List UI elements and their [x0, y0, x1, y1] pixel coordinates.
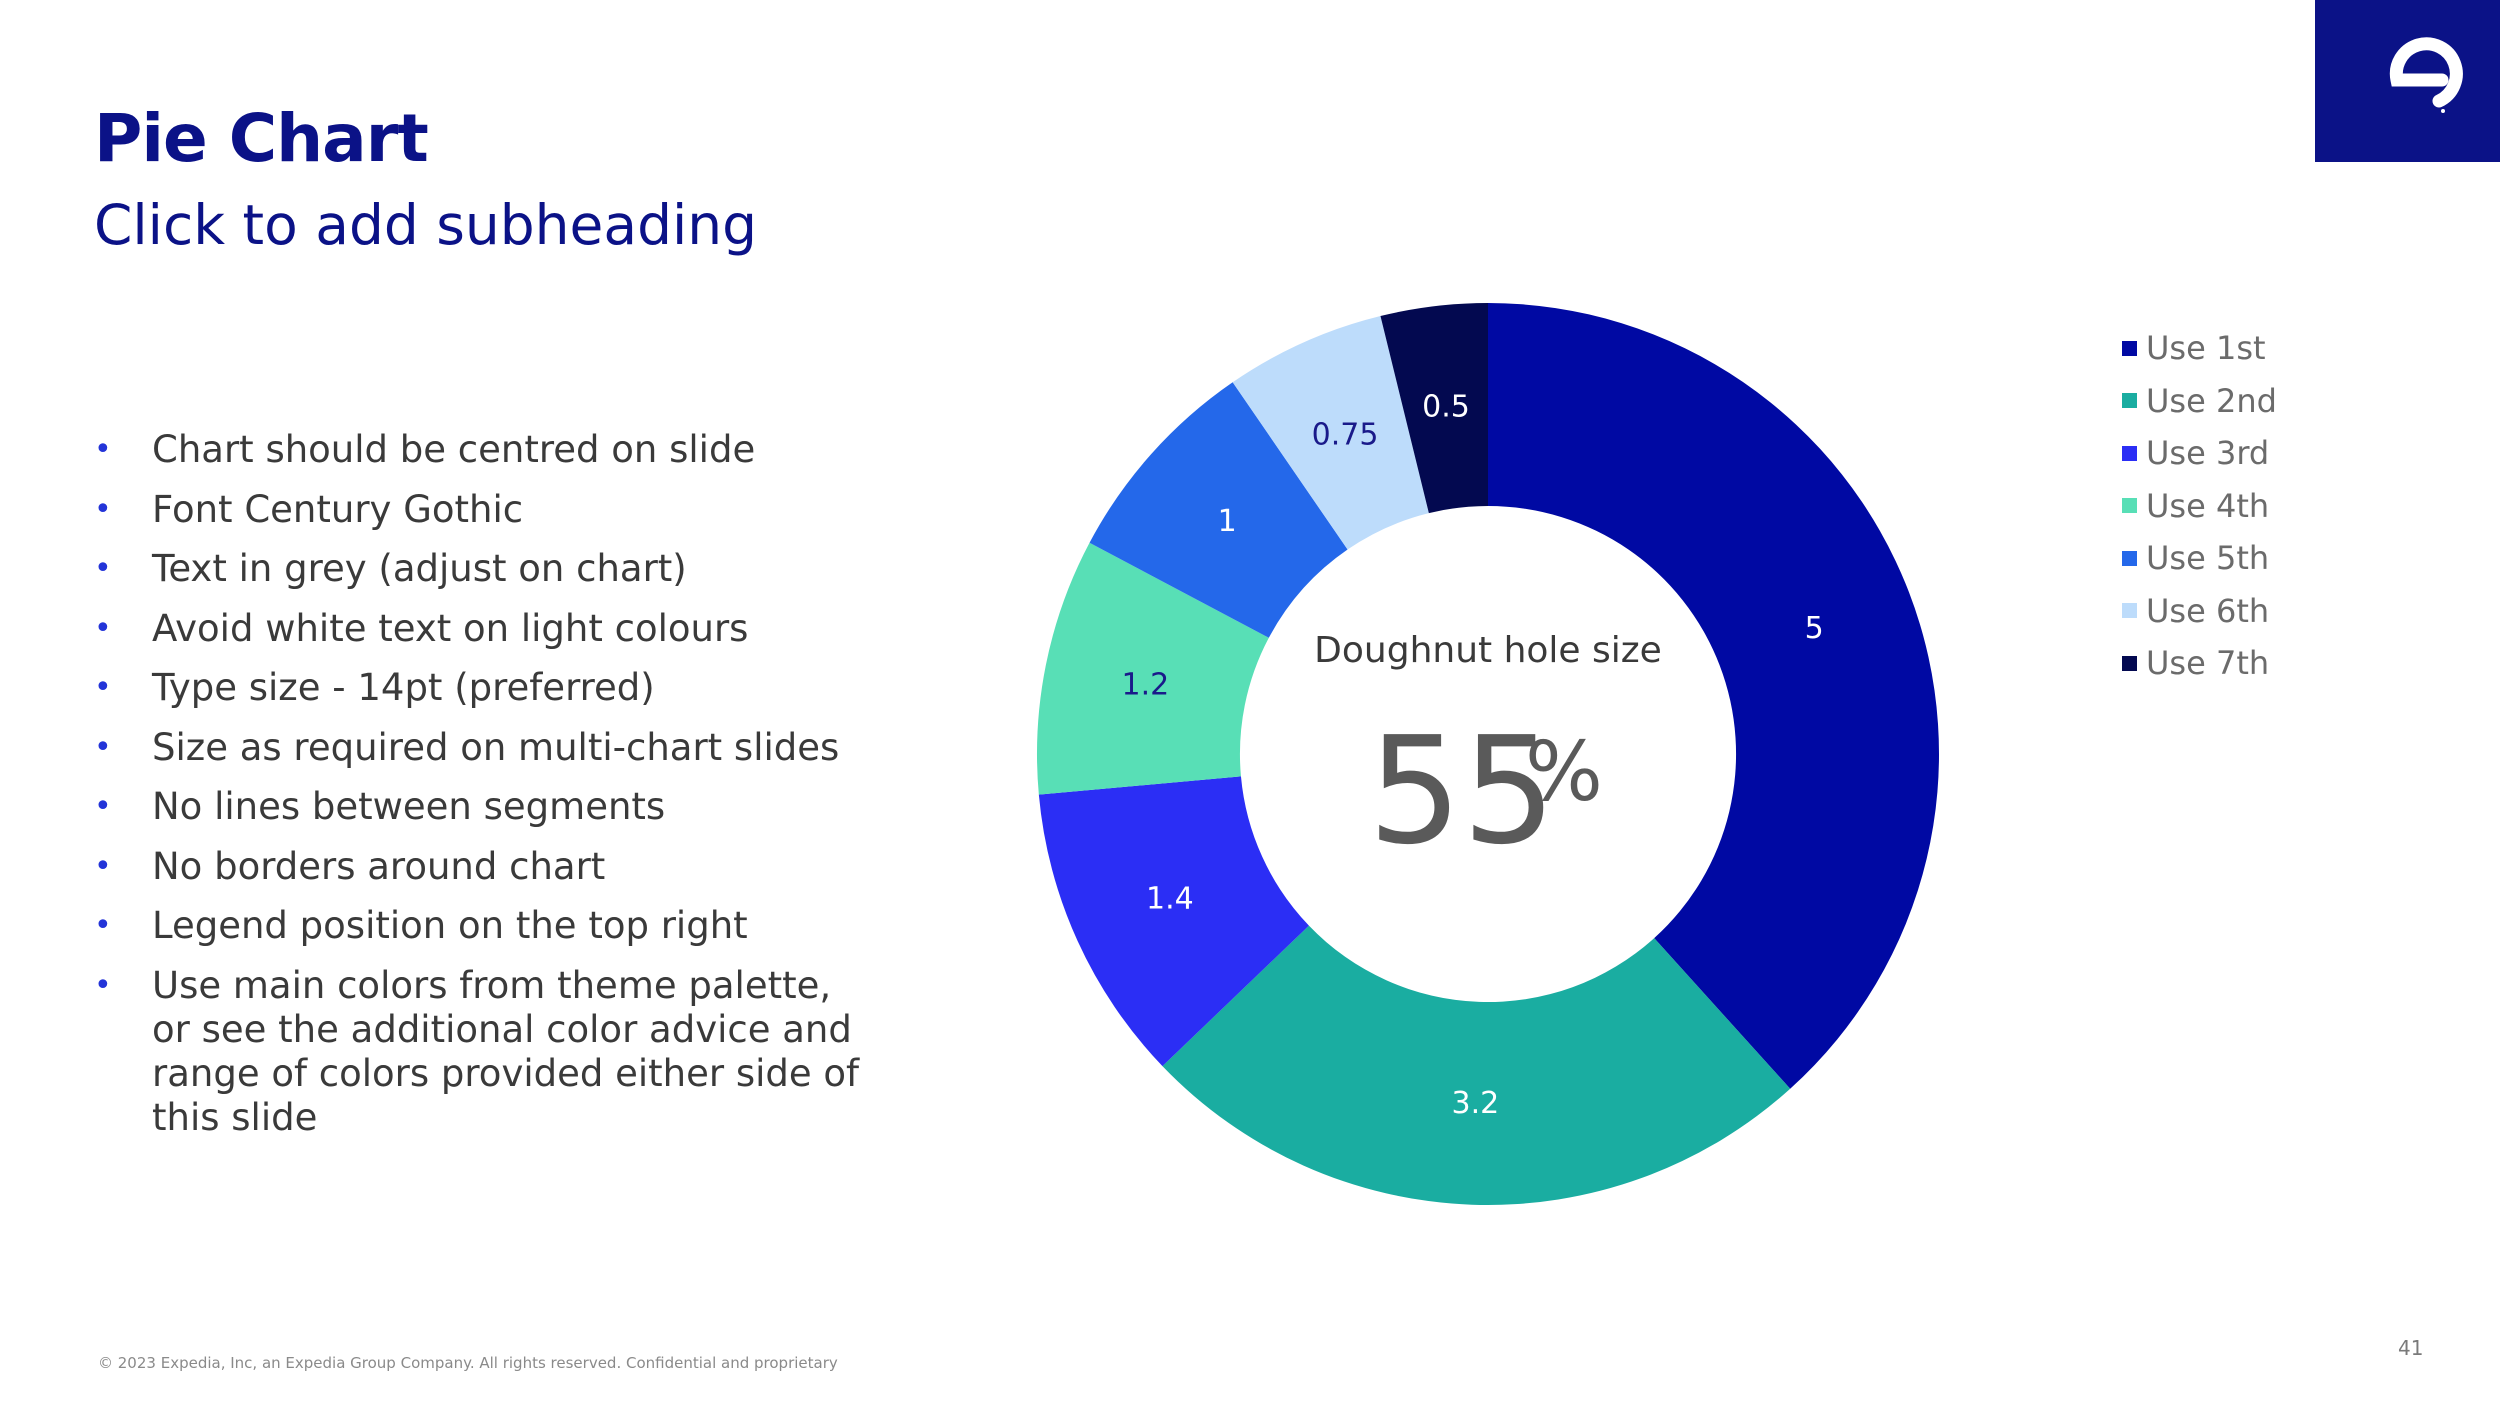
doughnut-segment-7: [1380, 303, 1488, 514]
bullet-text: Text in grey (adjust on chart): [152, 547, 687, 590]
doughnut-segment-3: [1038, 776, 1309, 1067]
bullet-item: • Chart should be centred on slide: [94, 428, 874, 472]
legend-label: Use 3rd: [2146, 434, 2270, 473]
bullet-text: No borders around chart: [152, 844, 606, 888]
data-label-2: 3.2: [1452, 1086, 1500, 1121]
bullet-item: • Legend position on the top right: [94, 904, 874, 948]
legend-label: Use 6th: [2146, 591, 2270, 630]
bullet-item: • Size as required on multi-chart slides: [94, 726, 874, 770]
bullet-text: Legend position on the top right: [152, 904, 748, 947]
doughnut-hole-value: 55: [1368, 705, 1556, 877]
bullet-item: • Avoid white text on light colours: [94, 607, 874, 651]
bullet-dot-icon: •: [94, 491, 112, 527]
data-label-3: 1.4: [1146, 881, 1194, 916]
bullet-text: Type size - 14pt (preferred): [152, 666, 655, 709]
data-label-7: 0.5: [1422, 390, 1470, 425]
data-label-1: 5: [1805, 611, 1824, 646]
legend-swatch: [2122, 445, 2137, 461]
legend-item: Use 2nd: [2122, 375, 2277, 428]
bullet-list: • Chart should be centred on slide • Font C…: [94, 428, 874, 1155]
doughnut-segment-6: [1232, 316, 1429, 550]
page-title: Pie Chart: [94, 100, 429, 177]
page-subheading[interactable]: Click to add subheading: [94, 193, 758, 257]
bullet-dot-icon: •: [94, 848, 112, 884]
bullet-item: • Type size - 14pt (preferred): [94, 666, 874, 710]
bullet-text: Font Century Gothic: [152, 487, 524, 531]
bullet-item: • Use main colors from theme palette, or …: [94, 964, 874, 1140]
legend-label: Use 1st: [2146, 329, 2266, 368]
bullet-item: • No lines between segments: [94, 785, 874, 829]
doughnut-segment-1: [1488, 303, 1939, 1089]
legend-label: Use 4th: [2146, 486, 2270, 525]
expedia-e-icon: [2389, 37, 2463, 113]
bullet-text: Chart should be centred on slide: [152, 428, 756, 471]
bullet-text: Use main colors from theme palette, or s…: [152, 963, 860, 1139]
doughnut-segment-2: [1162, 925, 1791, 1205]
legend-item: Use 1st: [2122, 322, 2277, 375]
bullet-item: • No borders around chart: [94, 845, 874, 889]
data-label-4: 1.2: [1121, 668, 1169, 703]
brand-logo: [2315, 0, 2500, 162]
legend-swatch: [2122, 603, 2137, 619]
legend-label: Use 5th: [2146, 539, 2270, 578]
bullet-dot-icon: •: [94, 670, 112, 705]
bullet-text: No lines between segments: [152, 785, 666, 828]
legend-swatch: [2122, 550, 2137, 566]
legend-label: Use 7th: [2146, 644, 2270, 683]
bullet-item: • Font Century Gothic: [94, 488, 874, 532]
bullet-dot-icon: •: [94, 551, 112, 586]
data-label-6: 0.75: [1312, 418, 1379, 453]
bullet-dot-icon: •: [94, 789, 112, 824]
bullet-item: • Text in grey (adjust on chart): [94, 547, 874, 591]
data-label-5: 1: [1218, 504, 1237, 539]
chart-legend: Use 1st Use 2nd Use 3rd Use 4th Use 5th Use 6…: [2122, 322, 2277, 690]
bullet-text: Avoid white text on light colours: [152, 606, 749, 650]
legend-item: Use 7th: [2122, 637, 2277, 690]
bullet-dot-icon: •: [94, 729, 112, 765]
legend-swatch: [2122, 340, 2137, 356]
legend-item: Use 5th: [2122, 532, 2277, 585]
bullet-dot-icon: •: [94, 908, 112, 943]
bullet-text: Size as required on multi-chart slides: [152, 725, 840, 769]
legend-item: Use 3rd: [2122, 427, 2277, 480]
doughnut-segment-4: [1037, 542, 1269, 795]
bullet-dot-icon: •: [94, 610, 112, 646]
copyright-footer: © 2023 Expedia, Inc, an Expedia Group Co…: [98, 1354, 838, 1372]
legend-item: Use 6th: [2122, 585, 2277, 638]
doughnut-hole-caption: Doughnut hole size: [1314, 630, 1662, 671]
legend-swatch: [2122, 498, 2137, 514]
page-number: 41: [2398, 1336, 2424, 1360]
doughnut-hole-unit: %: [1525, 725, 1603, 820]
legend-item: Use 4th: [2122, 480, 2277, 533]
bullet-dot-icon: •: [94, 432, 112, 467]
legend-swatch: [2122, 393, 2137, 409]
legend-label: Use 2nd: [2146, 381, 2277, 420]
bullet-dot-icon: •: [94, 967, 112, 1003]
doughnut-segment-5: [1089, 382, 1348, 638]
legend-swatch: [2122, 655, 2137, 671]
